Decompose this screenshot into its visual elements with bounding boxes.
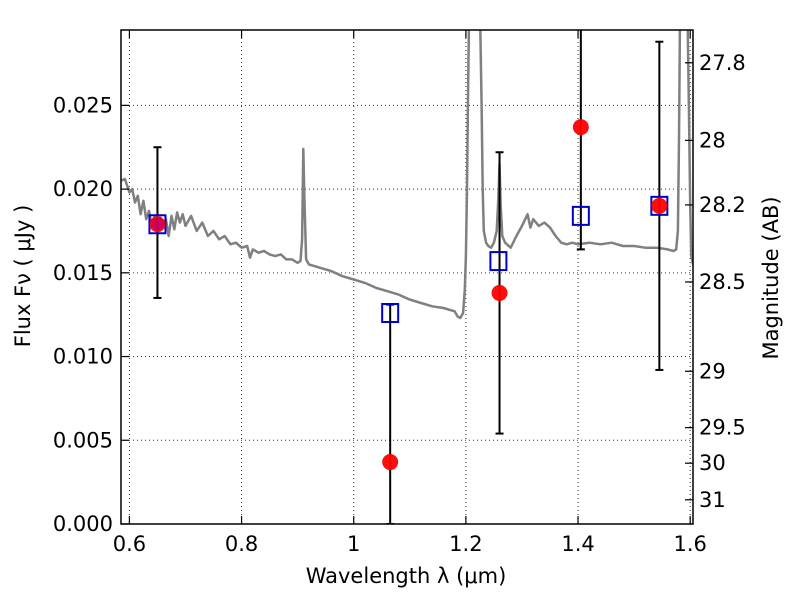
y-tick-label: 0.015	[53, 261, 113, 285]
y2-tick-label: 29.5	[699, 416, 746, 440]
observed-point	[382, 454, 399, 471]
overlap-point	[151, 218, 164, 231]
x-tick-label: 1	[347, 532, 360, 556]
plot-frame	[120, 29, 694, 525]
observed-point	[572, 119, 589, 136]
y2-tick-label: 28.2	[699, 193, 746, 217]
model-spectrum-line	[686, 30, 693, 265]
y2-tick-label: 31	[699, 488, 726, 512]
observed-point	[651, 197, 668, 214]
y2-axis-label: Magnitude (AB)	[759, 196, 783, 359]
y2-tick-label: 27.8	[699, 51, 746, 75]
model-point-square	[571, 205, 590, 226]
x-tick-label: 0.8	[225, 532, 258, 556]
x-tick-label: 1.4	[561, 532, 594, 556]
x-axis-label: Wavelength λ (μm)	[306, 564, 507, 588]
model-spectrum-line	[479, 30, 682, 253]
y-axis-label: Flux Fν ( μJy )	[11, 205, 35, 348]
y2-tick-label: 30	[699, 451, 726, 475]
x-tick-label: 1.2	[449, 532, 482, 556]
y-tick-label: 0.005	[53, 428, 113, 452]
x-tick-label: 1.6	[673, 532, 706, 556]
axes: 0.6 0.8 1 1.2 1.4 1.6 0.000 0.005 0.010 0.015 0.02…	[53, 29, 746, 556]
y-tick-label: 0.025	[53, 93, 113, 117]
y2-tick-label: 28	[699, 128, 726, 152]
y-tick-label: 0.010	[53, 345, 113, 369]
x-tick-label: 0.6	[113, 532, 146, 556]
y-tick-label: 0.020	[53, 177, 113, 201]
model-spectrum-line	[121, 30, 471, 320]
model-point-square	[381, 303, 400, 324]
model-point-square	[489, 251, 508, 272]
y-tick-label: 0.000	[53, 512, 113, 536]
y2-tick-label: 29	[699, 359, 726, 383]
plot-area	[121, 30, 693, 524]
observed-point	[491, 284, 508, 301]
grid-lines	[121, 30, 693, 525]
y2-tick-label: 28.5	[699, 270, 746, 294]
